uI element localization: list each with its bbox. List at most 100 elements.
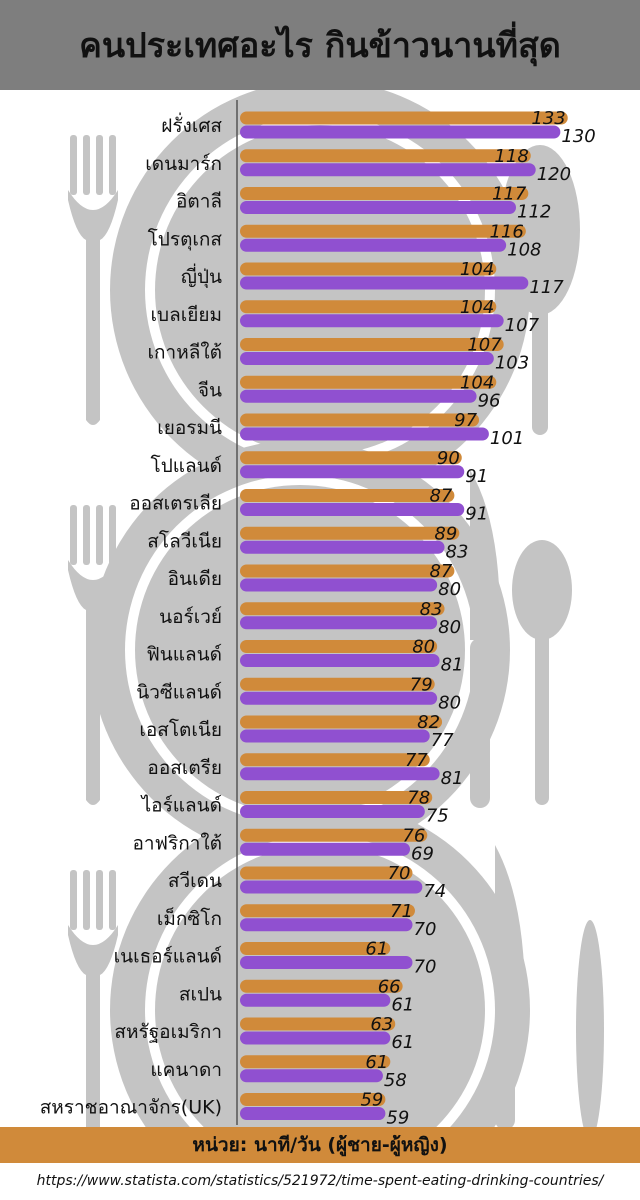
bar-men: [240, 262, 497, 276]
title-bar: [0, 0, 640, 90]
bars: [240, 111, 568, 1120]
value-label-men: 118: [494, 146, 528, 167]
category-labels: ฝรั่งเศสเดนมาร์กอิตาลีโปรตุเกสญี่ปุ่นเบล…: [40, 112, 223, 1119]
bar-men: [240, 753, 430, 767]
category-label: สวีเดน: [168, 870, 222, 892]
value-label-men: 83: [420, 599, 443, 620]
bar-women: [240, 654, 440, 667]
bar-men: [240, 149, 531, 163]
bar-men: [240, 715, 443, 729]
category-label: โปแลนด์: [151, 454, 222, 477]
category-label: สหราชอาณาจักร(UK): [40, 1097, 222, 1119]
bar-men: [240, 1093, 386, 1106]
value-label-women: 91: [465, 504, 488, 525]
value-label-women: 59: [386, 1108, 409, 1128]
category-label: ออสเตรีย: [147, 757, 222, 779]
bar-women: [240, 540, 445, 554]
bar-men: [240, 224, 526, 238]
value-label-women: 74: [423, 881, 446, 902]
value-label-men: 116: [489, 221, 523, 242]
category-label: อิตาลี: [176, 191, 222, 213]
category-label: แคนาดา: [150, 1059, 222, 1081]
bar-women: [240, 578, 438, 592]
bar-women: [240, 691, 438, 705]
bar-men: [240, 111, 568, 125]
fork-icon: [68, 870, 118, 1127]
value-label-women: 80: [438, 617, 461, 638]
bar-men: [240, 489, 455, 502]
value-label-women: 120: [537, 164, 571, 185]
value-label-men: 107: [467, 335, 502, 356]
bar-women: [240, 729, 430, 743]
value-label-men: 87: [429, 486, 452, 507]
bar-men: [240, 564, 455, 578]
value-label-women: 83: [446, 541, 469, 562]
value-label-women: 75: [426, 806, 449, 827]
bar-men: [240, 904, 415, 918]
category-label: สเปน: [179, 983, 222, 1005]
bar-men: [240, 375, 497, 389]
bar-women: [240, 616, 438, 630]
category-label: จีน: [198, 379, 222, 401]
category-label: อาฟริกาใต้: [132, 832, 222, 854]
bar-women: [240, 201, 516, 214]
bar-men: [240, 942, 391, 955]
category-label: สหรัฐอเมริกา: [114, 1021, 222, 1043]
category-label: ญี่ปุ่น: [181, 263, 222, 289]
spoon-icon: [576, 920, 604, 1127]
bar-men: [240, 1017, 396, 1031]
value-label-women: 58: [384, 1070, 407, 1091]
value-label-women: 96: [478, 390, 501, 411]
value-label-men: 59: [360, 1090, 383, 1111]
category-label: เม็กซิโก: [157, 906, 222, 930]
unit-bar: [0, 1127, 640, 1163]
category-label: เกาหลีใต้: [148, 342, 222, 364]
bar-men: [240, 413, 480, 427]
knife-icon: [495, 845, 525, 1127]
bar-women: [240, 956, 413, 969]
bar-men: [240, 791, 433, 804]
category-label: เดนมาร์ก: [145, 153, 222, 175]
value-label-women: 81: [441, 768, 464, 789]
value-label-men: 80: [412, 637, 435, 658]
value-label-women: 69: [411, 843, 434, 864]
bar-women: [240, 1069, 383, 1083]
bar-men: [240, 866, 413, 880]
value-label-women: 80: [438, 579, 461, 600]
category-label: ฟินแลนด์: [146, 644, 222, 666]
bar-women: [240, 993, 391, 1007]
category-label: อินเดีย: [168, 568, 222, 590]
value-label-women: 61: [391, 994, 414, 1015]
chart: ฝรั่งเศสเดนมาร์กอิตาลีโปรตุเกสญี่ปุ่นเบล…: [40, 90, 604, 1128]
bar-men: [240, 602, 445, 616]
value-label-women: 117: [529, 277, 564, 298]
value-label-women: 91: [465, 466, 488, 487]
bar-women: [240, 918, 413, 932]
bar-women: [240, 1031, 391, 1045]
value-label-women: 70: [414, 919, 437, 940]
category-label: ออสเตรเลีย: [129, 493, 222, 515]
bar-women: [240, 427, 489, 441]
value-label-women: 112: [517, 202, 551, 223]
fork-icon: [68, 135, 118, 425]
category-label: สโลวีเนีย: [147, 529, 222, 552]
bar-men: [240, 828, 428, 842]
category-label: เอสโตเนีย: [139, 718, 222, 741]
bar-women: [240, 503, 465, 516]
bar-men: [240, 979, 403, 993]
value-label-women: 107: [505, 315, 540, 336]
value-label-men: 61: [365, 939, 388, 960]
value-label-men: 90: [437, 448, 460, 469]
value-label-women: 61: [391, 1032, 414, 1053]
bar-men: [240, 640, 438, 653]
value-label-men: 133: [531, 108, 565, 129]
bar-women: [240, 276, 529, 290]
category-label: นอร์เวย์: [159, 606, 222, 628]
category-label: โปรตุเกส: [148, 227, 223, 251]
value-label-women: 108: [507, 239, 541, 260]
bar-men: [240, 526, 460, 540]
value-label-men: 78: [407, 788, 430, 809]
source-link[interactable]: https://www.statista.com/statistics/5219…: [36, 1173, 604, 1189]
knife-icon: [470, 470, 500, 808]
chart-title: คนประเทศอะไร กินข้าวนานที่สุด: [79, 26, 561, 66]
